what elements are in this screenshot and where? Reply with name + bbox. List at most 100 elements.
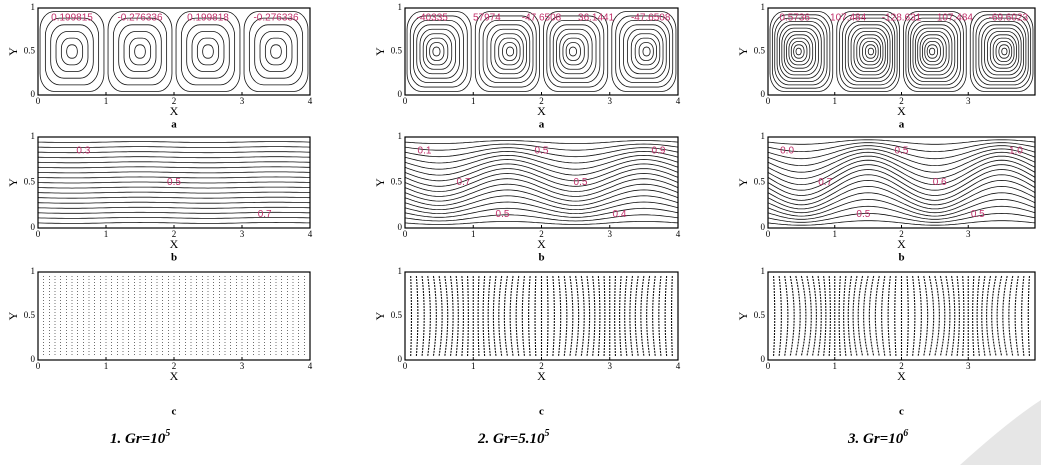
contour	[793, 44, 805, 59]
contour	[774, 17, 828, 86]
y-tick-label: 0.5	[391, 310, 403, 320]
isotherm	[404, 159, 679, 176]
contour	[912, 24, 956, 79]
contour	[543, 11, 609, 92]
contour	[243, 11, 309, 92]
contour	[642, 46, 651, 57]
velocity-vectors	[664, 275, 668, 357]
y-tick-label: 0	[31, 89, 36, 99]
x-tick-label: 1	[471, 96, 476, 106]
y-axis-label: Y	[736, 47, 750, 56]
contour	[862, 41, 879, 62]
contour	[638, 42, 654, 61]
velocity-vectors	[912, 275, 916, 357]
velocity-vectors	[421, 275, 425, 357]
isotherm	[767, 174, 1036, 201]
contour	[1001, 47, 1008, 56]
panel: 0 1 2 3 0 0.5 1 X Yc	[736, 266, 1036, 418]
isotherm	[767, 198, 1036, 217]
x-tick-label: 0	[36, 229, 41, 239]
velocity-vectors	[658, 275, 662, 357]
x-tick-label: 3	[966, 229, 971, 239]
contour-label: 0.1	[418, 145, 432, 156]
contour	[987, 31, 1020, 72]
isotherm	[767, 212, 1036, 223]
velocity-vectors	[569, 275, 574, 357]
velocity-vectors	[928, 275, 935, 357]
contour	[502, 42, 518, 61]
panel-letter: b	[538, 252, 544, 264]
caption: 3. Gr=106	[847, 428, 908, 447]
velocity-vectors	[415, 275, 419, 357]
contour	[556, 28, 593, 75]
isotherm	[404, 195, 679, 211]
velocity-vectors	[945, 275, 951, 357]
contour-label: 0.7	[818, 177, 832, 188]
caption-text: 1. Gr=10	[110, 431, 166, 447]
contour	[926, 44, 939, 59]
contour-label: 1.0	[1009, 145, 1023, 156]
isotherm	[767, 142, 1036, 153]
contour	[432, 46, 441, 57]
contour	[790, 41, 808, 62]
y-tick-label: 0	[31, 222, 36, 232]
isotherm	[38, 151, 311, 154]
x-tick-label: 1	[104, 229, 109, 239]
isotherm	[38, 196, 311, 199]
contour	[474, 11, 540, 92]
contour	[66, 44, 78, 59]
isotherm	[404, 163, 679, 182]
contour	[422, 33, 453, 70]
velocity-vectors	[492, 275, 497, 357]
contour	[175, 11, 241, 92]
contour	[634, 37, 657, 66]
x-tick-label: 4	[676, 229, 681, 239]
page-decoration	[960, 400, 1041, 465]
caption: 1. Gr=105	[110, 428, 170, 447]
contour	[853, 31, 886, 72]
velocity-vectors	[603, 275, 606, 357]
caption-exponent: 6	[903, 428, 908, 439]
x-tick-label: 1	[833, 361, 838, 371]
x-tick-label: 4	[308, 229, 313, 239]
contour	[490, 28, 527, 75]
contour-label: 0.199815	[51, 13, 93, 24]
caption-text: 3. Gr=10	[847, 431, 904, 447]
y-axis-label: Y	[6, 311, 20, 320]
isotherm	[404, 154, 679, 170]
velocity-vectors	[580, 275, 585, 357]
velocity-vectors	[503, 275, 508, 357]
velocity-vectors	[498, 275, 503, 357]
x-axis-label: X	[897, 104, 906, 118]
contour	[248, 17, 304, 86]
isotherm	[404, 178, 679, 197]
velocity-vectors	[923, 275, 929, 357]
contour-label: 0.9	[652, 145, 666, 156]
velocity-vectors	[438, 275, 443, 357]
velocity-vectors	[1014, 275, 1019, 357]
x-tick-label: 0	[766, 361, 771, 371]
velocity-vectors	[482, 275, 486, 357]
caption-exponent: 5	[544, 428, 549, 439]
contour-label: -0.276336	[117, 13, 162, 24]
velocity-vectors	[817, 275, 822, 357]
contour	[989, 34, 1017, 69]
panel-letter: c	[539, 406, 544, 418]
panel-letter: a	[171, 119, 177, 131]
velocity-vectors	[487, 275, 491, 357]
velocity-vectors	[546, 275, 549, 357]
panel: -40335 57974 -47.6508 36.1441 -47.6508 0 1 2 3 4 0…	[373, 2, 681, 130]
x-tick-label: 3	[240, 229, 245, 239]
velocity-vectors	[558, 275, 562, 357]
velocity-vectors	[847, 275, 852, 357]
panel-letter: a	[539, 119, 545, 131]
velocity-vectors	[432, 275, 437, 357]
contour	[409, 15, 468, 88]
isotherm	[767, 155, 1036, 180]
contour-label: 0.5736	[779, 13, 810, 24]
velocity-vectors	[477, 275, 480, 357]
contour	[844, 21, 893, 82]
contour	[919, 34, 947, 69]
contour	[254, 24, 298, 79]
contour-label: 0.5	[971, 209, 985, 220]
